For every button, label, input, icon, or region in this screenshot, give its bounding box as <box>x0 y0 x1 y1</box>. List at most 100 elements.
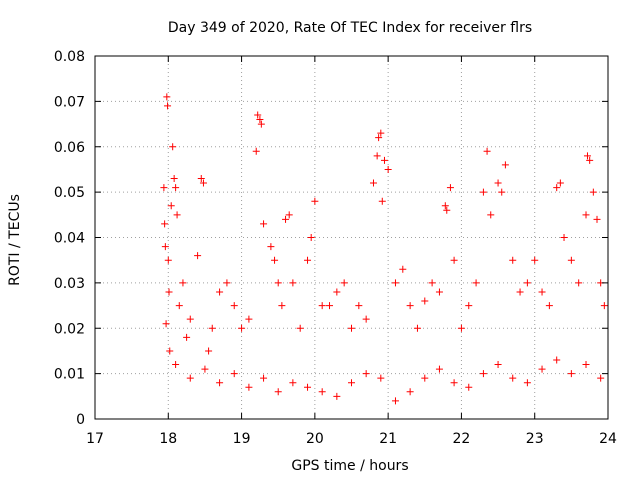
data-point <box>421 374 429 382</box>
data-point <box>509 256 517 264</box>
data-point <box>421 297 429 305</box>
x-tick-label: 17 <box>86 431 104 447</box>
y-axis-label: ROTI / TECUs <box>7 194 23 286</box>
data-point <box>582 211 590 219</box>
data-point <box>553 184 561 192</box>
data-point <box>167 202 175 210</box>
data-point <box>586 156 594 164</box>
data-point <box>391 279 399 287</box>
data-point <box>384 165 392 173</box>
data-point <box>245 383 253 391</box>
data-point <box>556 179 564 187</box>
data-point <box>597 374 605 382</box>
data-point <box>289 279 297 287</box>
data-point <box>333 392 341 400</box>
data-point <box>260 220 268 228</box>
data-point <box>205 347 213 355</box>
data-point <box>274 279 282 287</box>
data-point <box>600 302 608 310</box>
data-point <box>165 288 173 296</box>
data-point <box>289 379 297 387</box>
y-tick-label: 0.02 <box>54 321 85 337</box>
data-point <box>498 188 506 196</box>
data-point <box>472 279 480 287</box>
data-point <box>223 279 231 287</box>
x-tick-label: 21 <box>379 431 397 447</box>
data-point <box>175 302 183 310</box>
data-point <box>164 256 172 264</box>
data-point <box>355 302 363 310</box>
data-point <box>162 320 170 328</box>
data-point <box>450 379 458 387</box>
data-point <box>373 152 381 160</box>
data-point <box>257 120 265 128</box>
data-point <box>216 288 224 296</box>
data-point <box>173 211 181 219</box>
data-point <box>501 161 509 169</box>
y-tick-label: 0.06 <box>54 140 85 156</box>
data-point <box>435 365 443 373</box>
data-point <box>380 156 388 164</box>
y-tick-label: 0.04 <box>54 231 85 247</box>
x-tick-label: 24 <box>599 431 617 447</box>
data-point <box>406 388 414 396</box>
data-point <box>256 116 264 124</box>
axis-ticks <box>94 55 609 420</box>
data-point <box>583 152 591 160</box>
data-point <box>369 179 377 187</box>
data-point <box>399 265 407 273</box>
data-point <box>208 324 216 332</box>
data-point <box>169 143 177 151</box>
data-point <box>172 184 180 192</box>
y-tick-label: 0 <box>76 412 85 428</box>
x-tick-label: 20 <box>306 431 324 447</box>
data-point <box>560 234 568 241</box>
data-point <box>318 302 326 310</box>
data-point <box>450 256 458 264</box>
data-point <box>172 361 180 369</box>
y-tick-label: 0.01 <box>54 367 85 383</box>
y-tick-label: 0.05 <box>54 185 85 201</box>
data-point <box>487 211 495 219</box>
data-point <box>391 397 399 405</box>
data-point <box>567 370 575 378</box>
data-point <box>483 147 491 155</box>
x-tick-label: 23 <box>526 431 544 447</box>
data-point <box>413 324 421 332</box>
data-point <box>348 324 355 332</box>
data-point <box>523 279 531 287</box>
data-point <box>161 220 169 228</box>
data-point <box>282 215 290 223</box>
y-tick-label: 0.08 <box>54 49 85 65</box>
x-tick-label: 22 <box>453 431 471 447</box>
data-point <box>378 197 386 205</box>
data-point <box>194 252 202 260</box>
data-point <box>230 370 238 378</box>
data-point <box>377 374 385 382</box>
data-point <box>186 374 194 382</box>
data-point <box>538 288 546 296</box>
data-point <box>509 374 517 382</box>
data-point <box>318 388 326 396</box>
data-point <box>245 315 253 323</box>
data-point <box>441 202 449 210</box>
data-point <box>307 234 315 241</box>
data-point <box>238 324 246 332</box>
data-point <box>362 370 370 378</box>
data-point <box>538 365 546 373</box>
x-axis-label: GPS time / hours <box>291 458 408 474</box>
data-point <box>326 302 334 310</box>
data-point <box>375 134 383 142</box>
data-point <box>494 179 502 187</box>
x-tick-label: 19 <box>233 431 251 447</box>
data-point <box>516 288 524 296</box>
data-point <box>252 147 260 155</box>
data-point <box>304 383 312 391</box>
data-point <box>348 379 355 387</box>
data-point <box>340 279 348 287</box>
data-point <box>377 129 385 137</box>
data-point <box>278 302 286 310</box>
x-tick-label: 18 <box>159 431 177 447</box>
data-point <box>311 197 319 205</box>
data-point <box>274 388 282 396</box>
